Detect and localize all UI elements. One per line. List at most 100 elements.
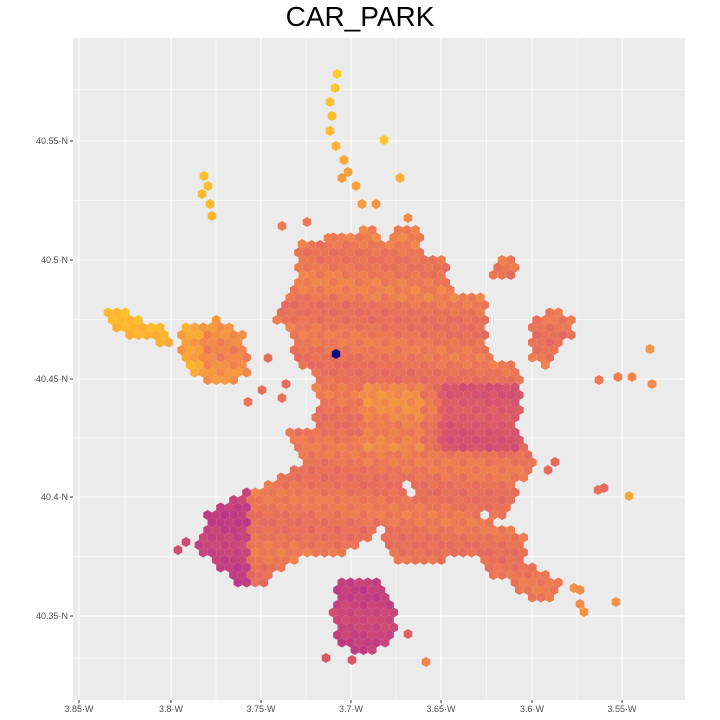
hex-cell bbox=[376, 240, 386, 250]
hex-cell bbox=[458, 292, 468, 303]
hex-cell bbox=[476, 532, 485, 543]
hex-cell bbox=[297, 239, 307, 249]
hex-cell bbox=[471, 330, 481, 340]
hex-cell bbox=[376, 270, 386, 280]
hex-cell bbox=[276, 532, 286, 543]
hex-cell bbox=[302, 352, 312, 363]
hex-cell bbox=[389, 622, 399, 633]
hex-cell bbox=[134, 315, 143, 325]
y-tick-label: 40.35·N bbox=[36, 611, 68, 621]
hex-cell bbox=[372, 337, 381, 348]
hex-cell bbox=[285, 322, 295, 333]
hex-cell bbox=[484, 412, 494, 423]
hex-cell bbox=[385, 240, 394, 250]
hex-cell bbox=[343, 167, 353, 177]
hex-cell bbox=[398, 232, 407, 243]
hex-cell bbox=[437, 285, 446, 295]
hex-cell bbox=[302, 532, 312, 543]
hex-cell bbox=[489, 405, 498, 415]
hex-cell bbox=[198, 547, 208, 558]
hex-cell bbox=[402, 360, 412, 370]
hex-cell bbox=[379, 135, 389, 145]
hex-cell bbox=[445, 300, 455, 310]
hex-cell bbox=[489, 540, 498, 550]
hex-cell bbox=[467, 532, 477, 543]
hex-cell bbox=[372, 277, 381, 288]
hex-cell bbox=[246, 495, 256, 505]
hex-cell bbox=[341, 375, 351, 385]
hex-cell bbox=[294, 307, 303, 318]
hex-cell bbox=[315, 495, 325, 505]
hex-cell bbox=[346, 472, 355, 483]
hex-cell bbox=[458, 397, 468, 408]
hex-cell bbox=[294, 532, 303, 543]
hex-cell bbox=[311, 277, 321, 288]
hex-cell bbox=[380, 412, 390, 423]
hex-cell bbox=[489, 525, 498, 535]
hex-cell bbox=[359, 240, 368, 250]
hex-cell bbox=[333, 465, 342, 475]
hex-cell bbox=[376, 465, 386, 475]
hex-cell bbox=[380, 622, 390, 633]
hex-cell bbox=[450, 547, 459, 558]
hex-cell bbox=[437, 435, 446, 445]
hex-cell bbox=[315, 345, 325, 355]
hex-cell bbox=[406, 262, 416, 273]
hex-cell bbox=[393, 360, 403, 370]
hex-cell bbox=[281, 480, 290, 490]
hex-cell bbox=[467, 382, 477, 393]
hex-cell bbox=[437, 525, 446, 535]
hex-cell bbox=[363, 637, 373, 648]
hex-cell bbox=[424, 352, 433, 363]
hex-cell bbox=[198, 337, 208, 348]
hex-cell bbox=[510, 382, 520, 393]
hex-cell bbox=[411, 270, 420, 280]
hex-cell bbox=[337, 487, 347, 498]
hex-cell bbox=[502, 532, 511, 543]
hex-cell bbox=[411, 300, 420, 310]
hex-cell bbox=[515, 540, 524, 550]
hex-cell bbox=[476, 457, 485, 468]
hex-cell bbox=[255, 540, 264, 550]
hex-cell bbox=[506, 375, 515, 385]
hex-cell bbox=[424, 382, 433, 393]
hex-cell bbox=[237, 360, 247, 370]
hex-cell bbox=[259, 562, 269, 573]
hex-cell bbox=[346, 352, 355, 363]
hex-cell bbox=[402, 330, 412, 340]
hex-cell bbox=[497, 495, 507, 505]
hex-cell bbox=[138, 322, 147, 333]
hex-cell bbox=[359, 495, 368, 505]
hex-cell bbox=[402, 435, 412, 445]
hex-cell bbox=[415, 382, 425, 393]
hex-cell bbox=[454, 450, 464, 460]
hex-cell bbox=[359, 345, 368, 355]
hex-cell bbox=[398, 367, 407, 378]
hex-cell bbox=[298, 330, 308, 340]
hex-cell bbox=[376, 495, 386, 505]
hex-cell bbox=[402, 270, 412, 280]
hex-cell bbox=[441, 532, 451, 543]
hex-cell bbox=[441, 367, 451, 378]
hex-cell bbox=[437, 345, 446, 355]
hex-cell bbox=[263, 540, 273, 550]
hex-cell bbox=[402, 285, 412, 295]
hex-cell bbox=[307, 495, 316, 505]
hex-cell bbox=[367, 405, 377, 415]
hex-cell bbox=[415, 232, 425, 243]
hex-cell bbox=[437, 555, 446, 565]
hex-cell bbox=[302, 307, 312, 318]
hex-cell bbox=[294, 247, 303, 258]
hex-cell bbox=[341, 330, 351, 340]
hex-cell bbox=[198, 367, 208, 378]
hex-cell bbox=[402, 450, 412, 460]
hex-cell bbox=[471, 315, 481, 325]
hex-cell bbox=[376, 615, 386, 625]
hex-cell bbox=[263, 353, 273, 363]
hex-cell bbox=[346, 337, 355, 348]
hex-cell bbox=[294, 442, 303, 453]
hex-cell bbox=[497, 375, 507, 385]
hex-cell bbox=[445, 525, 455, 535]
hex-cell bbox=[194, 345, 204, 355]
hex-cell bbox=[359, 600, 368, 610]
